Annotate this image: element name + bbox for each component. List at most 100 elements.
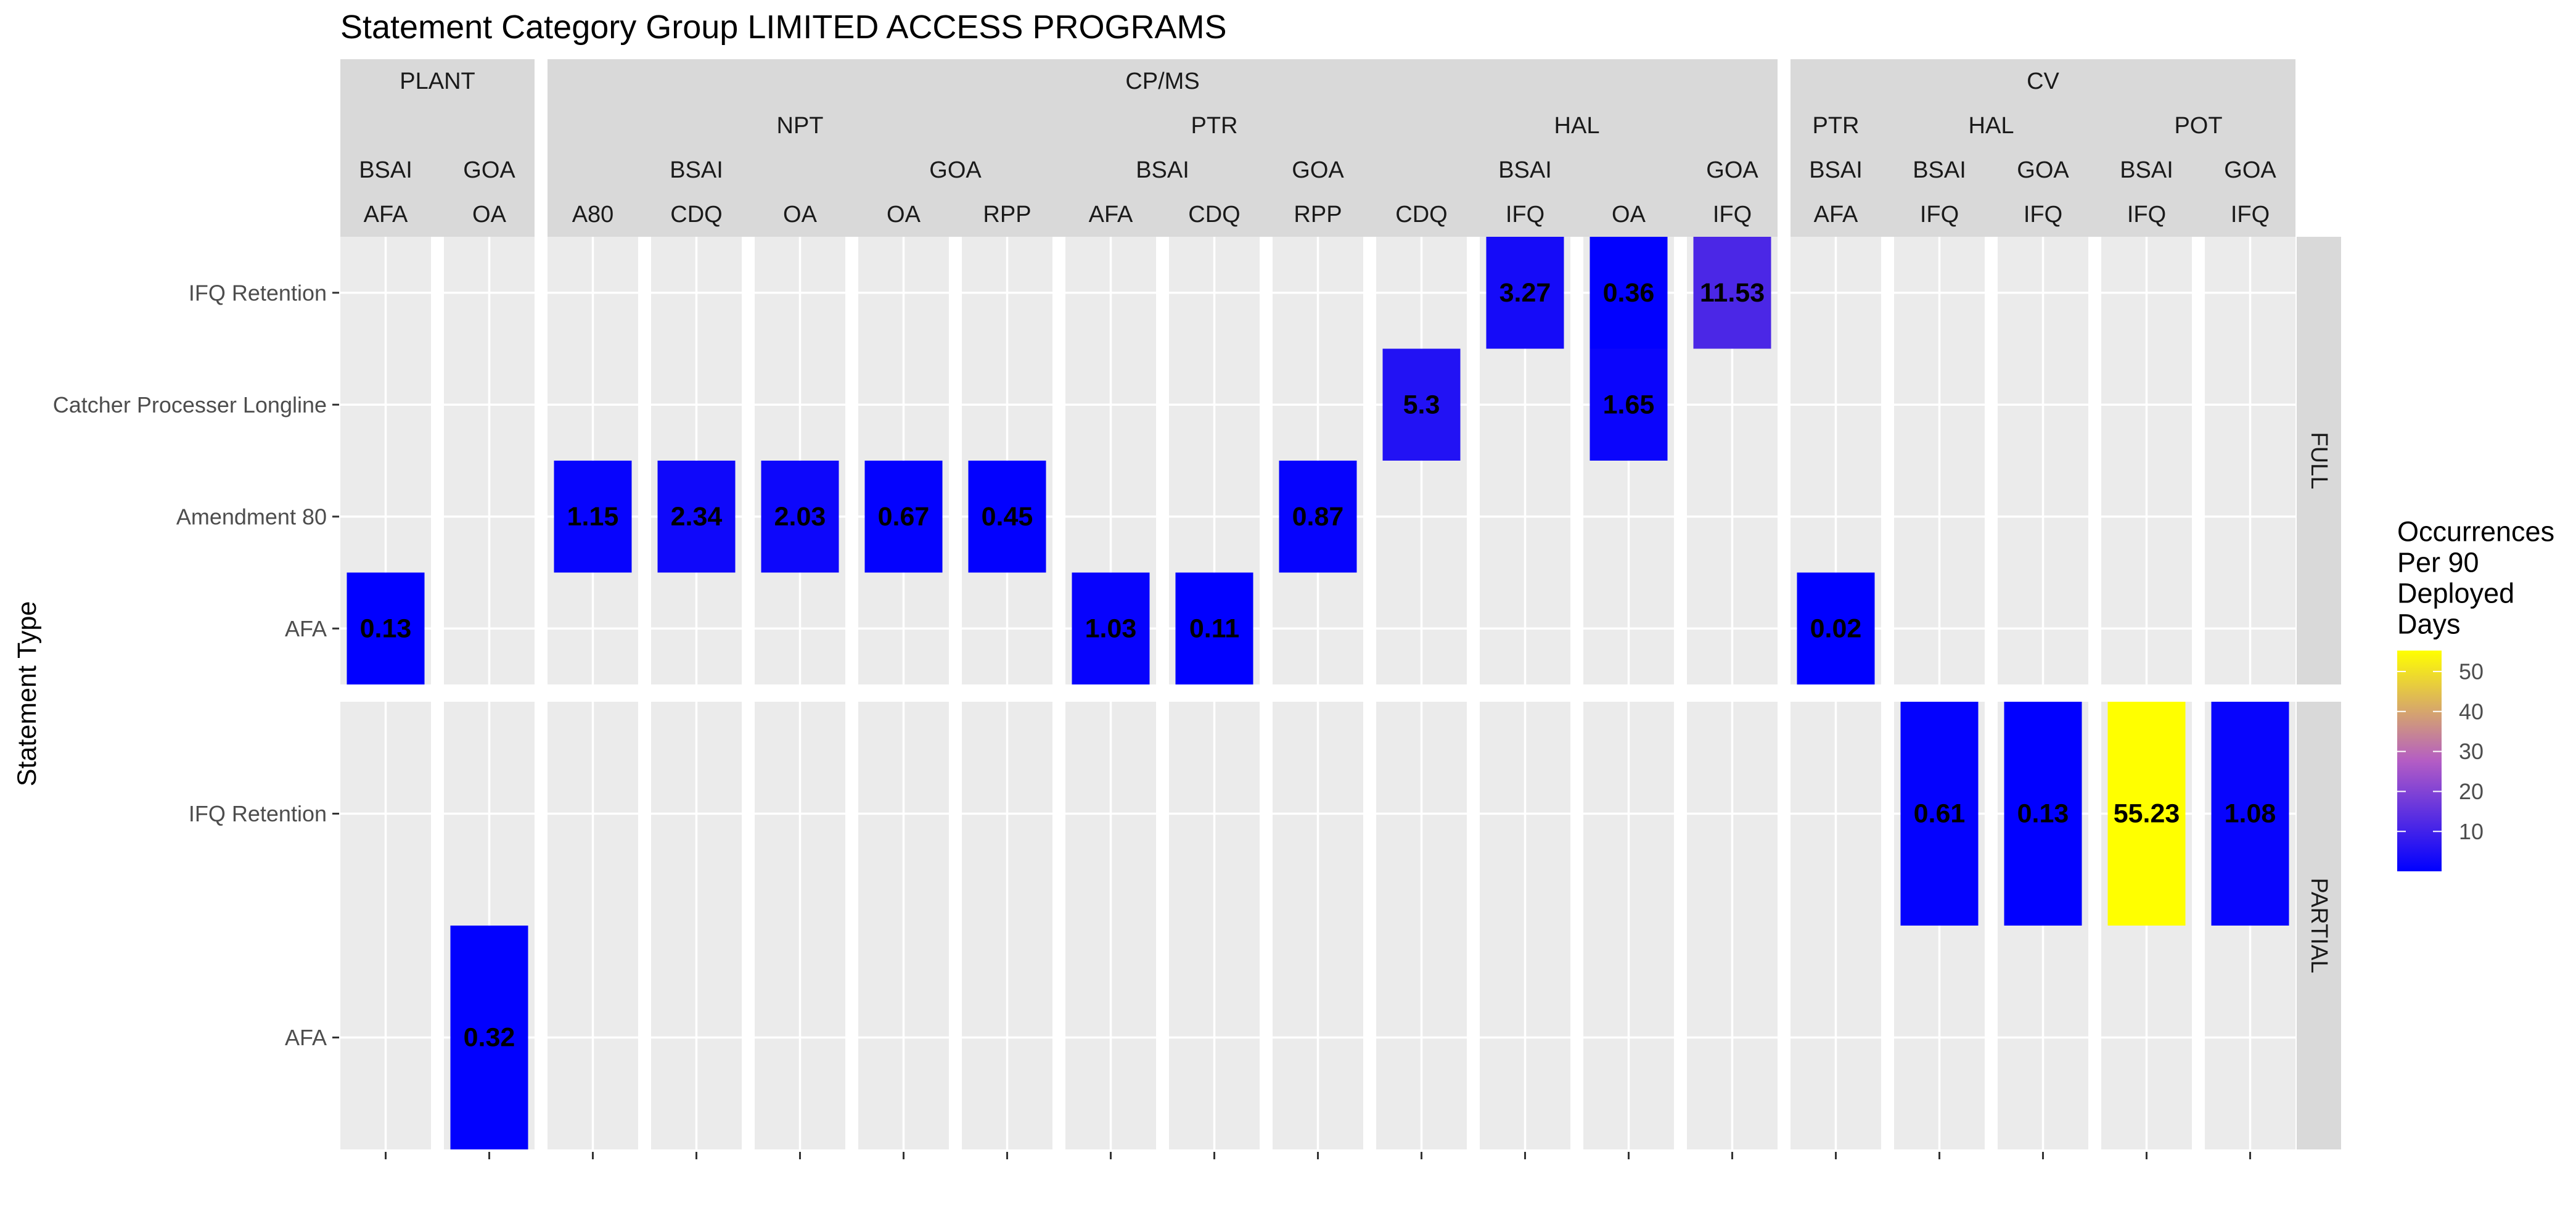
heatmap-cell bbox=[1900, 702, 1979, 926]
row-strip-label: PARTIAL bbox=[2306, 878, 2332, 974]
legend-tick-label: 40 bbox=[2459, 699, 2484, 724]
cell-value-label: 0.13 bbox=[360, 614, 412, 643]
strip-level4-bg bbox=[1169, 192, 1260, 237]
heatmap-cell bbox=[968, 461, 1046, 573]
strip-level4-label: AFA bbox=[1814, 202, 1858, 228]
strip-level4-bg bbox=[1376, 192, 1467, 237]
cell-value-label: 0.67 bbox=[878, 502, 930, 532]
legend-tick-label: 30 bbox=[2459, 739, 2484, 764]
cell-value-label: 0.13 bbox=[2017, 799, 2069, 829]
strip-level4-label: IFQ bbox=[1506, 202, 1544, 228]
legend-colorbar bbox=[2397, 651, 2442, 871]
cell-value-label: 5.3 bbox=[1403, 390, 1440, 419]
strip-level4-label: CDQ bbox=[1395, 202, 1447, 228]
strip-level3-label: BSAI bbox=[1498, 157, 1552, 183]
strip-level4-bg bbox=[2205, 192, 2295, 237]
cell-value-label: 1.65 bbox=[1603, 390, 1655, 419]
strip-level4-bg bbox=[1687, 192, 1778, 237]
strip-level3-label: GOA bbox=[1706, 157, 1758, 183]
y-tick-label: Catcher Processer Longline bbox=[53, 392, 327, 417]
y-axis-title: Statement Type bbox=[12, 601, 42, 786]
strip-level4-bg bbox=[858, 192, 949, 237]
strip-level3-label: BSAI bbox=[1913, 157, 1966, 183]
strip-level3-label: BSAI bbox=[2120, 157, 2173, 183]
strip-level2-label: PTR bbox=[1813, 113, 1860, 139]
strip-level4-bg bbox=[340, 192, 431, 237]
cell-value-label: 0.61 bbox=[1914, 799, 1966, 829]
row-strip bbox=[2297, 702, 2341, 1149]
strip-level4-bg bbox=[755, 192, 845, 237]
cell-value-label: 1.08 bbox=[2225, 799, 2276, 829]
heatmap-cell bbox=[1589, 237, 1668, 349]
cell-value-label: 0.32 bbox=[464, 1023, 515, 1053]
heatmap-cell bbox=[1072, 572, 1150, 684]
legend-title-line: Per 90 bbox=[2397, 547, 2479, 578]
strip-level4-label: OA bbox=[887, 202, 921, 228]
heatmap-cell bbox=[1486, 237, 1564, 349]
strip-level4-label: OA bbox=[783, 202, 818, 228]
cell-value-label: 1.15 bbox=[567, 502, 619, 532]
strip-level4-label: A80 bbox=[572, 202, 614, 228]
strip-level4-label: OA bbox=[1612, 202, 1646, 228]
cell-value-label: 11.53 bbox=[1700, 278, 1765, 308]
y-tick-label: Amendment 80 bbox=[176, 504, 327, 529]
strip-level3-label: BSAI bbox=[1136, 157, 1189, 183]
strip-level2-label: HAL bbox=[1969, 113, 2014, 139]
heatmap-cell bbox=[1589, 348, 1668, 461]
strip-level2-label: NPT bbox=[777, 113, 824, 139]
strip-level3-label: BSAI bbox=[670, 157, 723, 183]
strip-level4-label: AFA bbox=[1089, 202, 1133, 228]
strip-level4-bg bbox=[1894, 192, 1985, 237]
heatmap-cell bbox=[347, 572, 425, 684]
strip-level4-label: IFQ bbox=[1713, 202, 1752, 228]
strip-level4-label: AFA bbox=[364, 202, 408, 228]
strip-level4-bg bbox=[1273, 192, 1363, 237]
chart-title: Statement Category Group LIMITED ACCESS … bbox=[340, 9, 1227, 46]
row-strip bbox=[2297, 237, 2341, 684]
strip-level2-label: PTR bbox=[1191, 113, 1238, 139]
heatmap-cell bbox=[1279, 461, 1357, 573]
heatmap-cell bbox=[1175, 572, 1253, 684]
row-strip-label: FULL bbox=[2306, 432, 2332, 490]
cell-value-label: 55.23 bbox=[2114, 799, 2180, 829]
y-tick-label: IFQ Retention bbox=[189, 280, 327, 305]
strip-level4-bg bbox=[2101, 192, 2192, 237]
y-tick-label: AFA bbox=[285, 1025, 327, 1050]
strip-level4-bg bbox=[1790, 192, 1881, 237]
heatmap-cell bbox=[2107, 702, 2186, 926]
legend-tick-label: 20 bbox=[2459, 779, 2484, 804]
strip-level4-bg bbox=[548, 192, 638, 237]
strip-level4-label: OA bbox=[472, 202, 507, 228]
strip-level4-bg bbox=[1480, 192, 1570, 237]
legend-title-line: Occurrences bbox=[2397, 516, 2554, 548]
heatmap-cell bbox=[450, 926, 528, 1149]
strip-level1-label: CV bbox=[2027, 68, 2059, 94]
strip-level3-label: BSAI bbox=[1809, 157, 1863, 183]
legend-title-line: Deployed bbox=[2397, 578, 2514, 609]
strip-level3-label: GOA bbox=[463, 157, 515, 183]
strip-level3-label: BSAI bbox=[359, 157, 412, 183]
heatmap-cell bbox=[1797, 572, 1875, 684]
strip-level4-bg bbox=[1065, 192, 1156, 237]
cell-value-label: 0.45 bbox=[982, 502, 1033, 532]
strip-level4-bg bbox=[444, 192, 535, 237]
strip-level4-label: CDQ bbox=[670, 202, 722, 228]
strip-level4-bg bbox=[1583, 192, 1674, 237]
cell-value-label: 2.03 bbox=[774, 502, 826, 532]
cell-value-label: 3.27 bbox=[1499, 278, 1551, 308]
cell-value-label: 0.02 bbox=[1810, 614, 1862, 643]
cell-value-label: 0.87 bbox=[1292, 502, 1344, 532]
facet-panels bbox=[340, 237, 2295, 1149]
heatmap-cell bbox=[2211, 702, 2289, 926]
strip-level1-label: CP/MS bbox=[1125, 68, 1199, 94]
heatmap-cell bbox=[1693, 237, 1771, 349]
strip-level4-label: RPP bbox=[1294, 202, 1342, 228]
y-tick-label: AFA bbox=[285, 616, 327, 641]
legend-tick-label: 10 bbox=[2459, 819, 2484, 844]
heatmap-cell bbox=[554, 461, 632, 573]
heatmap-cell bbox=[761, 461, 839, 573]
strip-level2-label: POT bbox=[2174, 113, 2222, 139]
cell-value-label: 1.03 bbox=[1085, 614, 1137, 643]
